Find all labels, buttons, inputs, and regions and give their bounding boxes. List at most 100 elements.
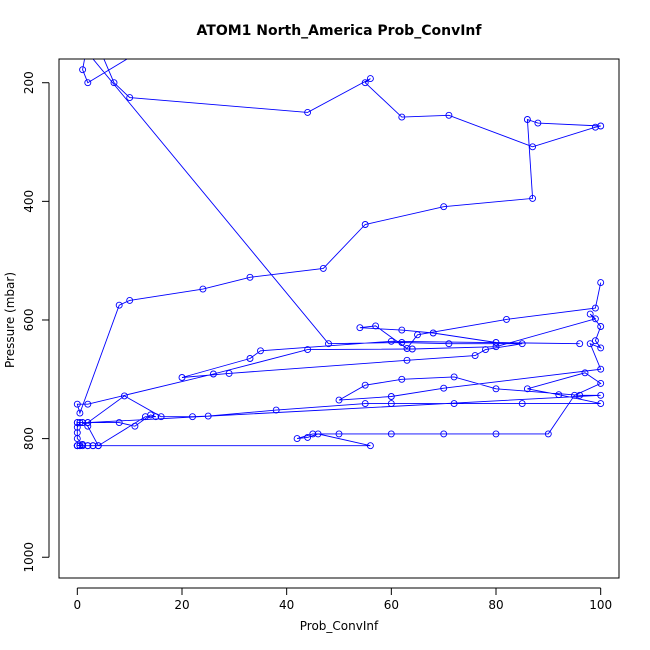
x-tick-label: 20 [174, 598, 189, 612]
data-point [115, 301, 123, 309]
data-point [398, 339, 406, 346]
data-point [576, 340, 584, 348]
data-point [304, 433, 312, 441]
data-point [591, 304, 599, 312]
data-point [361, 400, 369, 408]
x-tick-label: 60 [384, 598, 399, 612]
data-point [73, 400, 81, 408]
y-tick-label: 600 [22, 309, 36, 332]
data-point [576, 391, 584, 399]
data-point [518, 340, 526, 348]
data-point [518, 400, 526, 408]
data-point [445, 111, 453, 119]
data-point [335, 396, 343, 404]
y-axis-title: Pressure (mbar) [3, 272, 17, 368]
data-point [534, 119, 542, 127]
y-tick-label: 200 [22, 71, 36, 94]
data-point [73, 435, 81, 443]
data-point [471, 352, 479, 360]
data-point [591, 337, 599, 345]
data-point [76, 442, 84, 450]
data-point [482, 346, 489, 354]
x-axis-title: Prob_ConvInf [300, 619, 379, 633]
plot-frame [58, 58, 620, 579]
axes: 0 20 40 60 80 100 200 400 600 800 1000 [22, 58, 620, 612]
data-point [126, 94, 134, 102]
data-point [325, 340, 332, 348]
data-point [387, 337, 395, 345]
data-point [361, 221, 369, 228]
data-point [414, 331, 421, 339]
data-point [335, 430, 343, 438]
data-point [293, 435, 301, 443]
data-point [597, 122, 605, 130]
data-point [591, 315, 599, 323]
data-point [257, 347, 264, 355]
data-point [126, 296, 134, 304]
data-point [85, 38, 91, 44]
data-point [189, 413, 196, 421]
data-point [387, 400, 395, 408]
plot-area [73, 37, 605, 450]
data-point [356, 324, 364, 332]
data-point [398, 326, 406, 334]
data-point [492, 430, 500, 438]
y-tick-label: 800 [22, 427, 36, 450]
data-point [591, 123, 599, 131]
data-point [209, 370, 217, 378]
data-point [366, 442, 374, 450]
data-point [440, 430, 448, 438]
data-point [115, 419, 123, 427]
data-point [84, 422, 92, 430]
data-point [116, 38, 122, 44]
data-point [246, 273, 254, 281]
data-point [79, 419, 87, 427]
x-tick-label: 0 [73, 598, 81, 612]
data-point [445, 340, 453, 348]
data-point [387, 393, 395, 400]
data-point [492, 343, 500, 351]
data-point [403, 345, 411, 352]
data-point [586, 310, 594, 318]
data-point [272, 406, 280, 414]
data-point [529, 143, 537, 151]
data-point [94, 442, 102, 450]
x-tick-label: 100 [589, 598, 612, 612]
data-point [199, 285, 207, 293]
data-point [246, 355, 254, 362]
data-point [372, 322, 380, 330]
data-point [89, 442, 97, 450]
data-point [597, 344, 605, 352]
data-point [74, 37, 80, 43]
data-point [440, 384, 448, 392]
data-point [178, 374, 186, 381]
data-point [147, 411, 155, 419]
data-point [492, 385, 500, 393]
x-tick-label: 40 [279, 598, 294, 612]
data-point [555, 391, 563, 399]
data-point [79, 66, 87, 74]
data-point [361, 381, 369, 389]
data-point [571, 391, 578, 399]
data-point [319, 264, 327, 272]
data-point [204, 412, 212, 420]
data-point [398, 375, 406, 383]
data-point [366, 75, 374, 83]
data-point [529, 194, 537, 202]
data-point [492, 339, 500, 346]
data-point [76, 419, 84, 427]
data-point [597, 391, 605, 399]
data-point [597, 323, 605, 330]
data-point [79, 442, 87, 450]
data-point [398, 113, 406, 121]
data-point [403, 356, 411, 364]
data-point [84, 400, 92, 408]
data-point [450, 373, 458, 381]
data-point [523, 116, 531, 123]
data-point [597, 365, 605, 373]
data-point [523, 385, 531, 393]
data-point [157, 413, 165, 421]
data-point [387, 430, 395, 438]
data-point [73, 442, 81, 450]
data-point [73, 419, 81, 427]
